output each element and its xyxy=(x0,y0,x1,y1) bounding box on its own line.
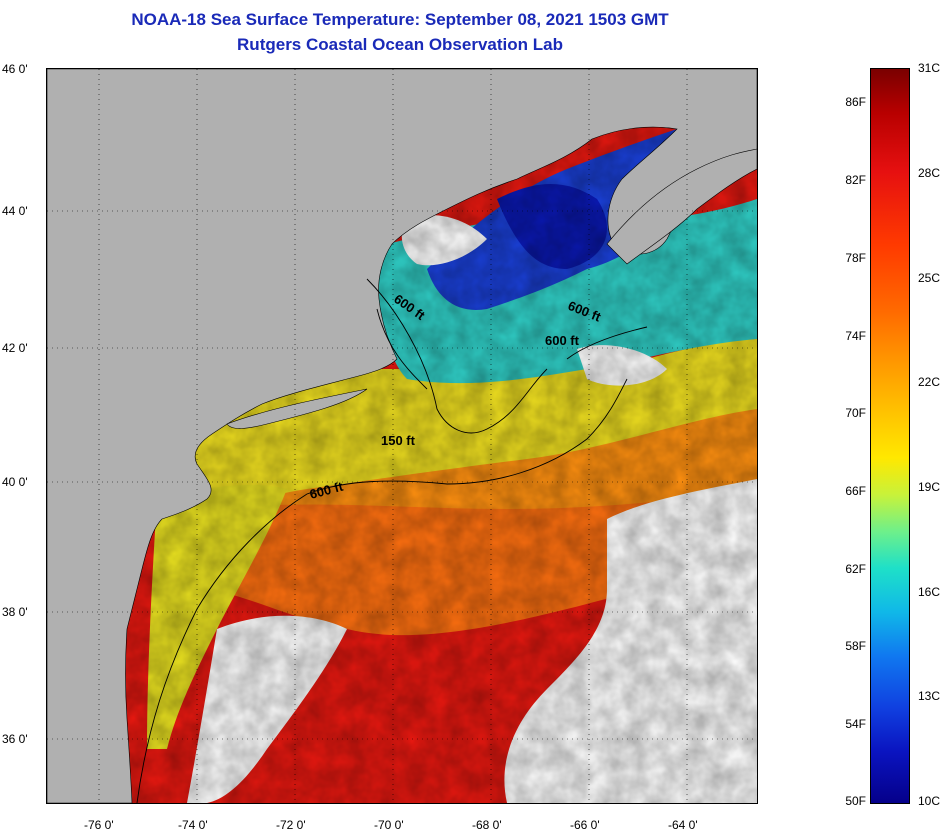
lat-tick-44: 44 0' xyxy=(2,204,28,218)
lon-tick-72: -72 0' xyxy=(276,818,306,832)
lat-tick-38: 38 0' xyxy=(2,605,28,619)
colorbar-f-50: 50F xyxy=(845,794,866,808)
lon-tick-74: -74 0' xyxy=(178,818,208,832)
colorbar-f-82: 82F xyxy=(845,173,866,187)
colorbar-c-16: 16C xyxy=(918,585,941,599)
lon-tick-64: -64 0' xyxy=(668,818,698,832)
contour-label-150ft: 150 ft xyxy=(381,433,416,448)
land-nova-scotia xyxy=(606,148,757,265)
colorbar-f-70: 70F xyxy=(845,406,866,420)
lat-tick-46: 46 0' xyxy=(2,62,28,76)
sst-map[interactable]: 600 ft 600 ft 600 ft 150 ft 600 ft xyxy=(46,68,758,804)
contour-label-600ft-east: 600 ft xyxy=(545,333,580,348)
colorbar-c-13: 13C xyxy=(918,689,941,703)
colorbar-c-10: 10C xyxy=(918,794,941,808)
colorbar-c-22: 22C xyxy=(918,375,941,389)
colorbar-f-62: 62F xyxy=(845,562,866,576)
map-title: NOAA-18 Sea Surface Temperature: Septemb… xyxy=(131,10,669,29)
lon-tick-76: -76 0' xyxy=(84,818,114,832)
land-mass xyxy=(47,69,757,803)
colorbar-f-58: 58F xyxy=(845,639,866,653)
lon-tick-70: -70 0' xyxy=(374,818,404,832)
colorbar-f-86: 86F xyxy=(845,95,866,109)
lon-tick-68: -68 0' xyxy=(472,818,502,832)
temperature-colorbar xyxy=(870,68,910,804)
graticule xyxy=(47,69,757,803)
colorbar-f-74: 74F xyxy=(845,329,866,343)
colorbar-c-25: 25C xyxy=(918,271,941,285)
lat-tick-42: 42 0' xyxy=(2,341,28,355)
colorbar-c-19: 19C xyxy=(918,480,941,494)
lat-tick-40: 40 0' xyxy=(2,475,28,489)
lat-tick-36: 36 0' xyxy=(2,732,28,746)
colorbar-f-54: 54F xyxy=(845,717,866,731)
colorbar-f-78: 78F xyxy=(845,251,866,265)
land-long-island xyxy=(226,388,368,429)
bathymetry-contours xyxy=(136,278,648,803)
colorbar-f-66: 66F xyxy=(845,484,866,498)
colorbar-c-31: 31C xyxy=(918,61,941,75)
map-subtitle: Rutgers Coastal Ocean Observation Lab xyxy=(237,35,563,54)
lon-tick-66: -66 0' xyxy=(570,818,600,832)
colorbar-c-28: 28C xyxy=(918,166,941,180)
